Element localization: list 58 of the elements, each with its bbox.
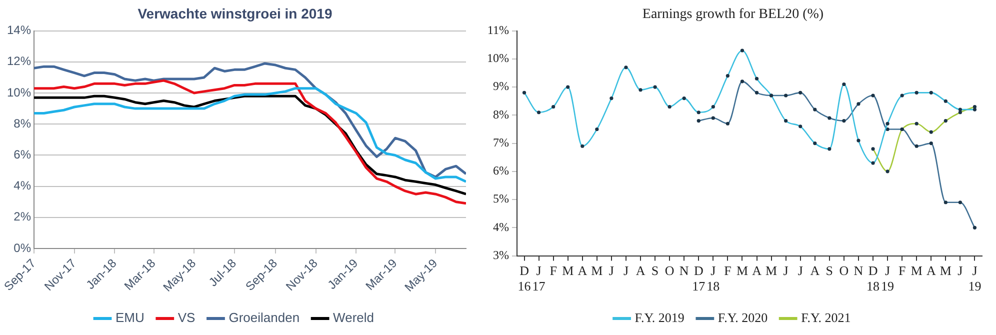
y-tick-label: 5%	[492, 192, 509, 206]
y-tick-label: 9%	[492, 79, 509, 94]
y-tick-label: 4%	[14, 178, 32, 193]
x-tick-label: D 18	[866, 263, 880, 294]
x-tick-label: J	[958, 263, 963, 278]
x-tick-label: M	[910, 263, 923, 278]
x-tick-label: A	[752, 263, 762, 278]
y-tick-label: 14%	[6, 23, 32, 38]
x-tick-label: F	[724, 263, 732, 278]
x-tick-label: A	[926, 263, 936, 278]
x-tick-label: S	[826, 263, 834, 278]
y-tick-label: 11%	[487, 22, 509, 37]
x-tick-label: J 19	[968, 263, 982, 294]
x-tick-label: M	[766, 263, 778, 278]
y-tick-label: 8%	[14, 116, 32, 130]
x-tick-label: M	[591, 263, 604, 278]
x-tick-label: M	[940, 263, 952, 278]
y-tick-label: 6%	[492, 164, 509, 178]
y-tick-label: 0%	[14, 240, 32, 255]
x-tick-label: J 19	[881, 263, 894, 294]
y-tick-label: 3%	[492, 248, 509, 262]
x-tick-label: A	[636, 263, 646, 278]
legend-label: EMU	[116, 310, 144, 326]
x-tick-label: N	[854, 263, 864, 278]
legend-label: VS	[178, 310, 196, 326]
x-tick-label: F	[898, 263, 906, 278]
y-tick-label: 6%	[14, 148, 32, 162]
x-tick-label: O	[839, 263, 849, 278]
x-tick-label: D 17	[692, 263, 706, 294]
x-tick-label: M	[562, 263, 574, 278]
legend-label: Wereld	[333, 310, 374, 326]
y-tick-label: 10%	[486, 51, 509, 66]
x-tick-label: J 17	[532, 263, 546, 294]
x-tick-label: A	[810, 263, 820, 278]
y-tick-label: 2%	[14, 210, 32, 224]
legend-label: F.Y. 2021	[801, 310, 851, 325]
y-tick-label: 4%	[492, 220, 509, 234]
x-tick-label: J	[783, 263, 788, 278]
x-tick-label: O	[664, 263, 674, 278]
x-tick-label: N	[679, 263, 690, 278]
legend-label: Groeilanden	[228, 310, 300, 326]
legend-label: F.Y. 2020	[718, 310, 768, 325]
y-tick-label: 7%	[492, 135, 509, 150]
y-tick-label: 8%	[492, 107, 509, 122]
x-tick-label: J	[798, 263, 803, 278]
chart-title: Earnings growth for BEL20 (%)	[642, 7, 824, 22]
legend-label: F.Y. 2019	[634, 310, 684, 325]
y-tick-label: 10%	[6, 85, 32, 100]
chart-title: Verwachte winstgroei in 2019	[138, 5, 332, 22]
x-tick-label: D 16	[518, 263, 532, 294]
x-tick-label: A	[578, 263, 588, 278]
x-tick-label: M	[736, 263, 748, 278]
x-tick-label: J	[623, 263, 629, 278]
x-tick-label: S	[651, 263, 659, 278]
x-tick-label: J	[608, 263, 614, 278]
y-tick-label: 12%	[6, 54, 32, 68]
x-tick-label: F	[550, 263, 557, 278]
x-tick-label: J 18	[706, 263, 720, 294]
